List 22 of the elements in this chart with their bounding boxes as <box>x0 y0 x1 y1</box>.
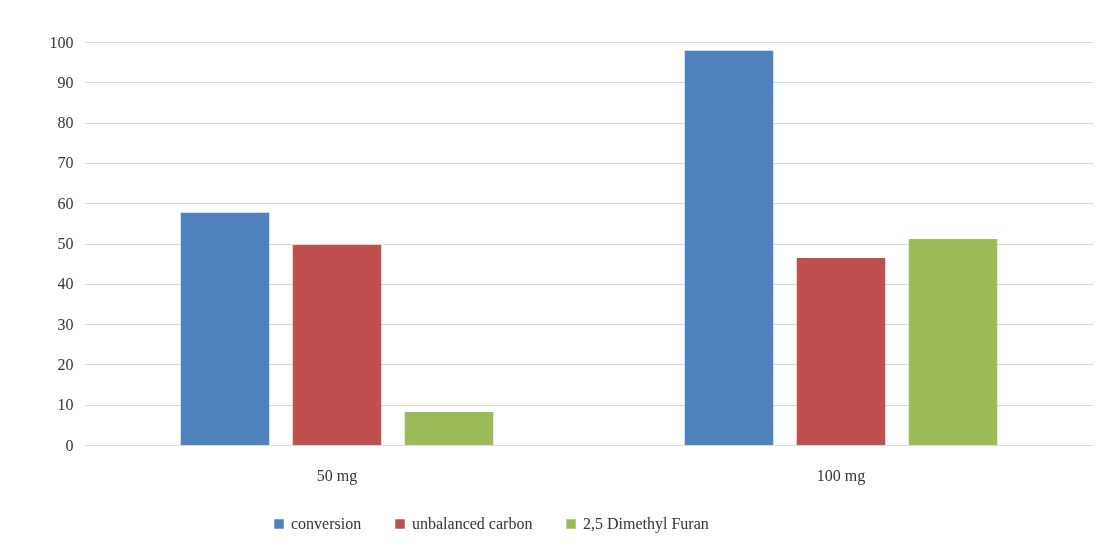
y-tick-label: 0 <box>65 436 74 454</box>
y-tick-label: 20 <box>57 355 74 373</box>
legend-label: unbalanced carbon <box>412 515 533 532</box>
y-tick-label: 80 <box>57 114 74 132</box>
x-tick-label: 50 mg <box>316 466 358 485</box>
x-tick-label: 100 mg <box>816 466 866 485</box>
bar <box>180 212 270 445</box>
y-tick-label: 100 <box>49 33 74 51</box>
y-tick-label: 10 <box>57 396 74 414</box>
bar <box>292 245 382 445</box>
bar <box>684 50 774 445</box>
y-tick-label: 40 <box>57 275 74 293</box>
y-tick-label: 50 <box>57 235 74 252</box>
bar <box>908 239 998 445</box>
legend-label: 2,5 Dimethyl Furan <box>583 515 709 533</box>
bar <box>796 258 886 445</box>
y-tick-label: 90 <box>57 73 74 91</box>
y-tick-label: 30 <box>57 315 74 333</box>
bar <box>404 411 494 445</box>
legend-label: conversion <box>291 515 362 532</box>
y-tick-label: 70 <box>57 154 74 172</box>
y-tick-label: 60 <box>57 194 74 212</box>
